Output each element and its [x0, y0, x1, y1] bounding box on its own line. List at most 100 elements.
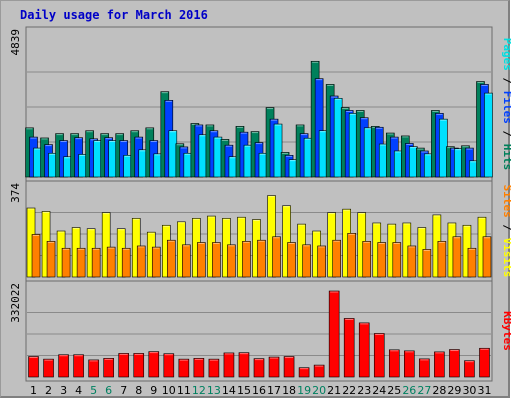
y-max-label: 374	[9, 183, 22, 203]
bar-visits-day-6	[101, 212, 111, 278]
bar-kbytes-day-25	[388, 349, 400, 378]
bar-kbytes-day-18	[283, 356, 295, 378]
bar-sites-day-9	[151, 246, 161, 278]
legend-text: /	[501, 124, 511, 138]
day-label-7: 7	[120, 384, 127, 397]
panel-2: 374 Sites / Visits	[9, 180, 511, 282]
bar-sites-day-20	[317, 245, 326, 278]
day-label-13: 13	[207, 384, 221, 397]
bar-kbytes-day-10	[163, 353, 175, 378]
bar-kbytes-day-22	[343, 318, 355, 378]
legend-text: KBytes	[501, 311, 511, 351]
bar-sites-day-19	[302, 244, 311, 278]
bar-sites-day-18	[287, 242, 296, 278]
day-label-26: 26	[402, 384, 416, 397]
bar-kbytes-day-14	[223, 352, 235, 378]
day-label-24: 24	[372, 384, 386, 397]
day-label-17: 17	[267, 384, 281, 397]
panel-1: 4839 Pages / Files / Hits	[9, 26, 511, 182]
day-label-11: 11	[177, 384, 191, 397]
bar-kbytes-day-28	[434, 351, 445, 378]
bar-kbytes-day-13	[208, 358, 220, 378]
bar-sites-day-5	[91, 247, 101, 278]
bar-sites-day-30	[467, 247, 477, 278]
day-label-8: 8	[135, 384, 142, 397]
legend-2: Sites / Visits	[501, 185, 511, 278]
day-label-22: 22	[342, 384, 356, 397]
bar-sites-day-1	[31, 234, 41, 278]
bar-kbytes-day-23	[358, 322, 370, 378]
bar-sites-day-17	[272, 236, 281, 278]
bar-kbytes-day-11	[178, 358, 190, 378]
bar-sites-day-13	[212, 242, 221, 278]
bar-kbytes-day-15	[238, 352, 250, 378]
bar-sites-day-16	[257, 239, 266, 278]
legend-text: /	[501, 218, 511, 232]
bar-kbytes-day-8	[133, 353, 145, 378]
bar-kbytes-day-30	[464, 360, 475, 378]
day-label-30: 30	[462, 384, 476, 397]
bar-visits-day-17	[267, 195, 276, 278]
day-label-2: 2	[45, 384, 52, 397]
bar-sites-day-25	[392, 242, 402, 278]
day-label-12: 12	[192, 384, 206, 397]
bar-sites-day-6	[106, 246, 116, 278]
bar-kbytes-day-20	[313, 364, 325, 378]
day-label-4: 4	[75, 384, 82, 397]
bar-sites-day-7	[121, 247, 131, 278]
day-label-19: 19	[297, 384, 311, 397]
legend-text: /	[501, 71, 511, 85]
chart-title: Daily usage for March 2016	[20, 8, 208, 22]
day-label-23: 23	[357, 384, 371, 397]
bar-sites-day-11	[182, 244, 191, 278]
bar-kbytes-day-3	[58, 354, 69, 378]
bar-kbytes-day-24	[373, 333, 385, 378]
day-label-3: 3	[60, 384, 67, 397]
bar-sites-day-2	[46, 241, 56, 278]
legend-text: Hits	[501, 137, 511, 170]
bar-pages-day-17	[273, 123, 283, 178]
day-label-21: 21	[327, 384, 341, 397]
day-label-1: 1	[30, 384, 37, 397]
bar-sites-day-12	[197, 242, 206, 278]
bar-kbytes-day-2	[43, 358, 54, 378]
day-label-18: 18	[282, 384, 296, 397]
bar-sites-day-8	[136, 245, 146, 278]
bar-kbytes-day-29	[449, 349, 460, 378]
legend-text: Visits	[501, 231, 511, 277]
y-max-label: 4839	[9, 29, 22, 56]
day-label-10: 10	[162, 384, 176, 397]
bar-sites-day-15	[242, 241, 251, 278]
bar-kbytes-day-19	[298, 367, 310, 378]
bar-sites-day-31	[482, 236, 492, 278]
bar-kbytes-day-7	[118, 353, 130, 378]
bar-sites-day-22	[347, 233, 356, 278]
day-label-28: 28	[432, 384, 446, 397]
day-label-9: 9	[150, 384, 157, 397]
bar-kbytes-day-9	[148, 351, 160, 378]
day-label-27: 27	[417, 384, 431, 397]
bar-kbytes-day-17	[268, 356, 280, 378]
bar-kbytes-day-1	[28, 356, 39, 378]
legend-text: Pages	[501, 38, 511, 71]
bar-visits-day-18	[282, 205, 291, 278]
bar-kbytes-day-21	[328, 290, 340, 378]
bar-sites-day-14	[227, 244, 236, 278]
day-label-31: 31	[477, 384, 491, 397]
bar-sites-day-26	[407, 245, 417, 278]
bar-kbytes-day-4	[73, 354, 84, 378]
legend-1: Pages / Files / Hits	[501, 38, 511, 171]
day-label-14: 14	[222, 384, 236, 397]
y-max-label: 332022	[9, 283, 22, 323]
panel-border	[25, 280, 493, 382]
legend-text: Files	[501, 84, 511, 124]
bar-kbytes-day-16	[253, 358, 265, 378]
bar-kbytes-day-5	[88, 359, 99, 378]
bar-sites-day-3	[61, 247, 71, 278]
day-label-6: 6	[105, 384, 112, 397]
bar-sites-day-21	[332, 239, 341, 278]
day-label-29: 29	[447, 384, 461, 397]
bar-sites-day-24	[377, 242, 387, 278]
